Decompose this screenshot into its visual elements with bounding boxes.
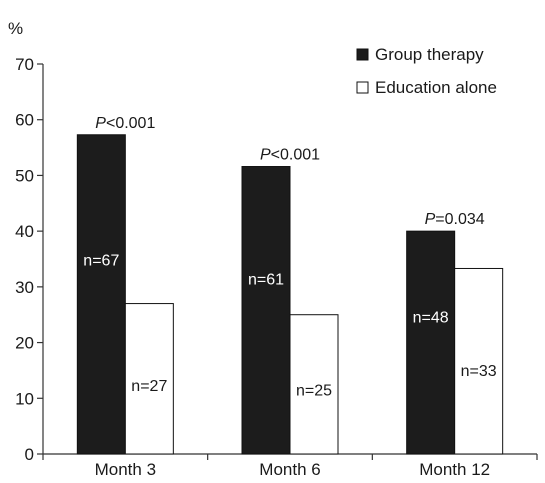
y-tick-label: 20 [15,334,34,353]
bar-education-alone [289,314,339,455]
y-axis: 0 10 20 30 40 50 60 70 [15,55,44,464]
legend-label: Education alone [375,78,497,97]
data-label-education-alone: n=27 [131,378,167,395]
p-value-symbol: P [95,115,106,132]
y-tick-label: 40 [15,222,34,241]
p-value-symbol: P [425,211,436,228]
p-value-symbol: P [260,147,271,164]
bar-group-therapy [241,166,291,455]
data-label-education-alone: n=33 [461,363,497,380]
legend: Group therapy Education alone [356,45,497,97]
p-value-text: <0.001 [106,115,155,132]
y-tick-label: 60 [15,111,34,130]
x-tick-label: Month 12 [419,460,490,479]
y-tick-label: 0 [25,445,34,464]
bar-education-alone [124,303,174,455]
x-tick-label: Month 3 [95,460,156,479]
legend-label: Group therapy [375,45,484,64]
data-label-group-therapy: n=48 [413,310,449,327]
x-tick-label: Month 6 [259,460,320,479]
bar-group-therapy [406,230,456,455]
p-value-annotation: P<0.001 [260,147,320,164]
p-value-annotation: P<0.001 [95,115,155,132]
bars: n=67n=27P<0.001n=61n=25P<0.001n=48n=33P=… [76,115,504,455]
legend-swatch [356,48,369,61]
legend-swatch [356,81,369,94]
y-tick-label: 50 [15,166,34,185]
p-value-text: =0.034 [435,211,484,228]
p-value-annotation: P=0.034 [425,211,485,228]
p-value-text: <0.001 [271,147,320,164]
y-tick-label: 70 [15,55,34,74]
y-tick-label: 10 [15,389,34,408]
bar-group-therapy [76,134,126,455]
bar-education-alone [454,267,504,455]
data-label-group-therapy: n=67 [83,253,119,270]
data-label-education-alone: n=25 [296,383,332,400]
data-label-group-therapy: n=61 [248,271,284,288]
y-tick-label: 30 [15,278,34,297]
y-axis-label: % [8,19,23,38]
x-axis: Month 3 Month 6 Month 12 [42,453,538,479]
